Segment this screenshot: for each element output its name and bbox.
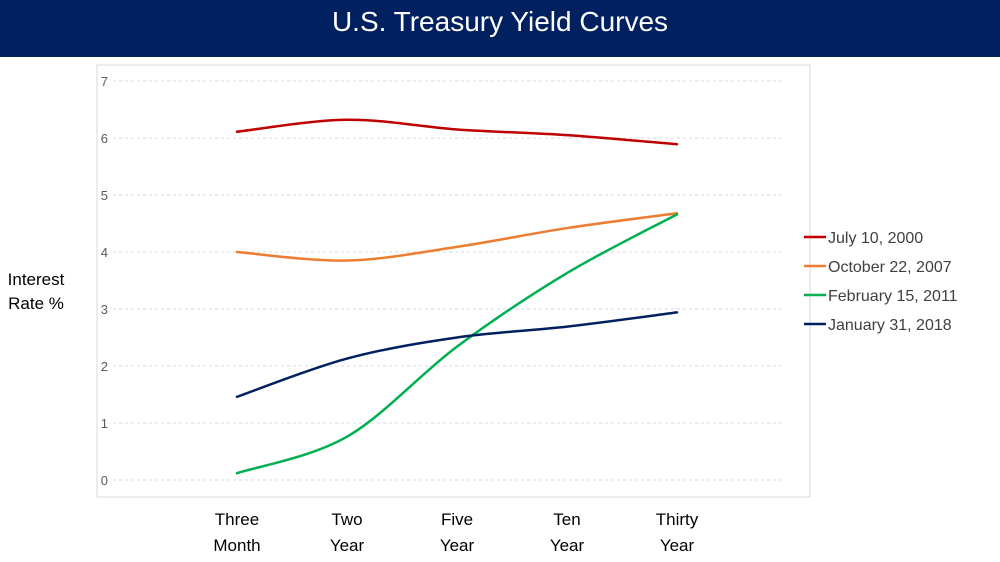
y-tick-label: 7 [101,74,108,89]
x-tick-label: Two [331,510,362,529]
x-tick-label: Thirty [656,510,699,529]
legend-label: January 31, 2018 [828,317,952,334]
x-tick-label: Three [215,510,259,529]
series-line [235,213,679,475]
series-line [235,211,679,262]
y-tick-label: 3 [101,302,108,317]
y-axis-label: Interest Rate % [7,270,65,313]
legend-label: October 22, 2007 [828,259,952,276]
series-line [235,311,679,399]
x-tick-label: Year [550,536,585,555]
y-tick-label: 5 [101,188,108,203]
y-tick-label: 1 [101,416,108,431]
y-tick-label: 2 [101,359,108,374]
chart-title: U.S. Treasury Yield Curves [0,0,1000,57]
x-tick-label: Month [213,536,260,555]
x-tick-label: Five [441,510,473,529]
legend-label: February 15, 2011 [828,288,958,305]
y-tick-label: 4 [101,245,108,260]
y-tick-label: 6 [101,131,108,146]
x-tick-label: Year [440,536,475,555]
plot-border [96,64,811,498]
y-tick-label: 0 [101,473,108,488]
series-line [235,118,679,146]
x-tick-label: Ten [553,510,580,529]
legend-label: July 10, 2000 [828,230,923,247]
x-tick-label: Year [330,536,365,555]
x-tick-label: Year [660,536,695,555]
